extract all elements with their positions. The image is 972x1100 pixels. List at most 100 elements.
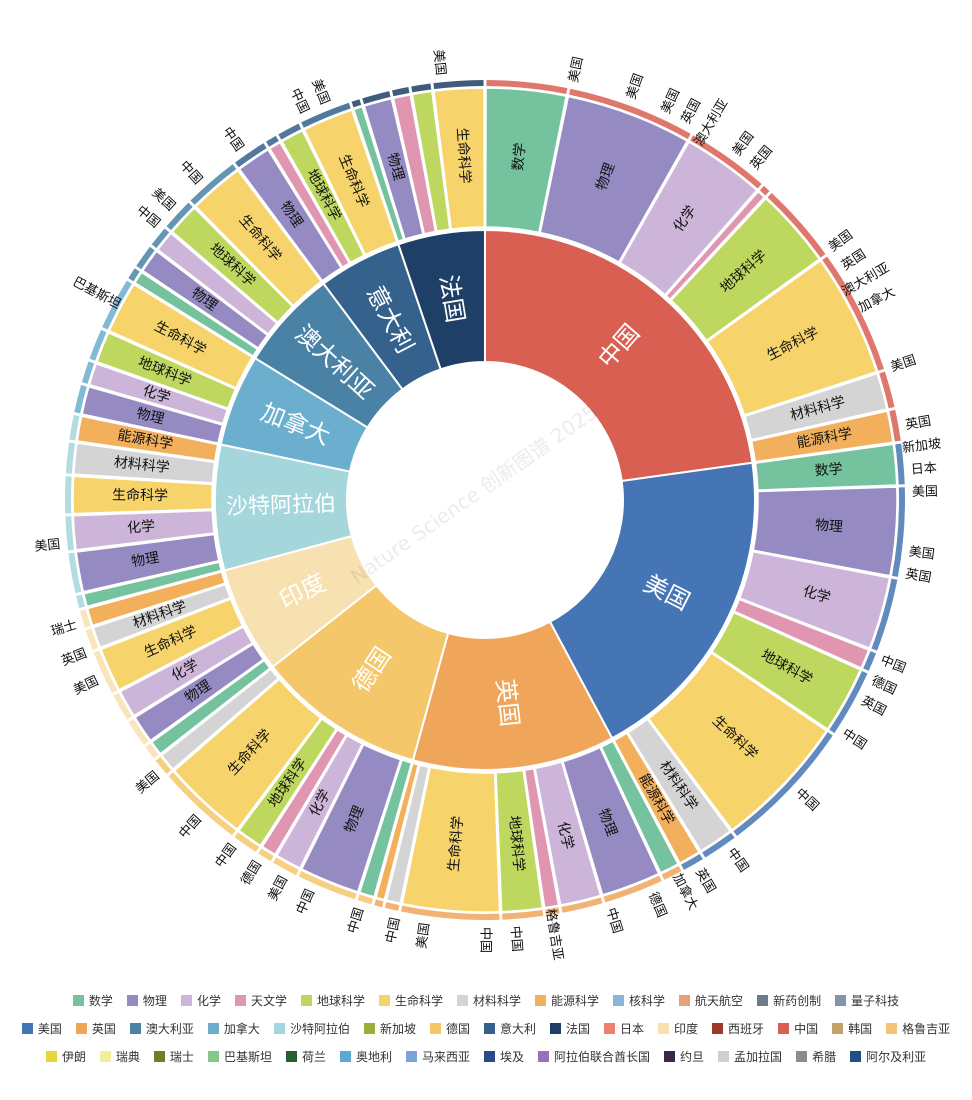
mid-slice-印度-能源科学 (86, 570, 226, 627)
legend-item[interactable]: 韩国 (832, 1020, 872, 1037)
legend-swatch (234, 995, 246, 1006)
mid-slice-美国-地球科学 (710, 611, 862, 730)
outer-strip (690, 135, 762, 189)
legend-item[interactable]: 日本 (604, 1020, 644, 1037)
outer-strip (81, 361, 95, 384)
legend-item[interactable]: 孟加拉国 (718, 1048, 782, 1065)
legend-label: 沙特阿拉伯 (289, 1022, 350, 1036)
legend-swatch (429, 1023, 441, 1034)
legend-item[interactable]: 瑞士 (153, 1048, 194, 1065)
legend-item[interactable]: 马来西亚 (405, 1048, 470, 1065)
outer-strip (74, 384, 87, 414)
legend-swatch (757, 995, 769, 1006)
legend-label: 新药创制 (773, 994, 822, 1008)
legend-item[interactable]: 核科学 (613, 992, 665, 1009)
legend-swatch (550, 1023, 561, 1034)
legend-item[interactable]: 荷兰 (285, 1048, 326, 1065)
mid-slice-印度-数学 (150, 659, 271, 755)
legend-item[interactable]: 材料科学 (457, 992, 521, 1009)
legend-item[interactable]: 化学 (180, 992, 221, 1009)
legend-item[interactable]: 伊朗 (45, 1048, 86, 1065)
mid-slice-中国-数学 (484, 87, 568, 234)
legend-countries-row1: 美国 英国 澳大利亚 加拿大 沙特阿拉伯 新加坡 德国 意大利 法国 日本 印度 西班牙 中国 韩国 格鲁吉… (0, 1020, 972, 1037)
legend-item[interactable]: 物理 (126, 992, 167, 1009)
mid-slice-中国-物理 (539, 95, 689, 264)
legend-item[interactable]: 约旦 (664, 1048, 704, 1065)
mid-slice-法国-生命科学 (433, 87, 486, 230)
outer-label: 美国 (659, 86, 684, 116)
outer-label: 美国 (908, 545, 936, 563)
legend-label: 能源科学 (551, 994, 600, 1008)
legend-label: 法国 (566, 1022, 591, 1036)
legend-label: 材料科学 (473, 994, 522, 1008)
legend-item[interactable]: 奥地利 (339, 1048, 392, 1065)
outer-label: 瑞士 (50, 618, 79, 640)
mid-label-物理: 物理 (814, 517, 843, 535)
outer-strip (93, 650, 118, 694)
mid-slice-澳大利亚-物理 (141, 250, 269, 350)
legend-swatch (658, 1023, 670, 1034)
legend-item[interactable]: 新药创制 (757, 992, 821, 1009)
legend-swatch (613, 995, 625, 1006)
legend-item[interactable]: 格鲁吉亚 (886, 1020, 950, 1037)
legend-item[interactable]: 巴基斯坦 (207, 1048, 272, 1065)
mid-slice-沙特阿拉伯-化学 (72, 509, 215, 551)
legend-item[interactable]: 印度 (658, 1020, 698, 1037)
outer-strip (545, 907, 560, 916)
legend-label: 德国 (445, 1022, 470, 1036)
legend-item[interactable]: 中国 (778, 1020, 818, 1037)
legend-item[interactable]: 新加坡 (363, 1020, 416, 1037)
legend-swatch (484, 1051, 495, 1062)
legend-swatch (712, 1023, 724, 1034)
legend-item[interactable]: 加拿大 (207, 1020, 260, 1037)
inner-slice-法国 (397, 228, 486, 371)
mid-slice-沙特阿拉伯-数学 (82, 561, 223, 608)
outer-label: 中国 (219, 125, 246, 155)
outer-strip (136, 246, 155, 270)
legend-item[interactable]: 希腊 (796, 1048, 836, 1065)
outer-strip (102, 280, 132, 330)
legend-item[interactable]: 沙特阿拉伯 (273, 1020, 350, 1037)
outer-strip (374, 899, 384, 908)
legend-item[interactable]: 数学 (72, 992, 113, 1009)
legend-label: 阿拉伯联合酋长国 (554, 1050, 651, 1064)
legend-label: 量子科技 (851, 994, 900, 1008)
legend-item[interactable]: 西班牙 (712, 1020, 764, 1037)
legend-item[interactable]: 天文学 (234, 992, 287, 1009)
legend-swatch (207, 1051, 219, 1062)
outer-strip (65, 442, 75, 474)
mid-slice-中国-生命科学 (706, 259, 878, 416)
outer-strip (301, 102, 351, 128)
legend-item[interactable]: 地球科学 (300, 992, 365, 1009)
legend-item[interactable]: 量子科技 (835, 992, 899, 1009)
legend-item[interactable]: 澳大利亚 (129, 1020, 194, 1037)
mid-slice-澳大利亚-地球科学 (171, 206, 294, 324)
legend-item[interactable]: 英国 (75, 1020, 116, 1037)
outer-strip (889, 409, 901, 442)
outer-label: 中国 (213, 841, 240, 871)
outer-label: 英国 (904, 567, 932, 586)
legend-item[interactable]: 能源科学 (535, 992, 599, 1009)
outer-label: 中国 (724, 845, 751, 875)
outer-strip (273, 857, 299, 876)
legend-item[interactable]: 美国 (21, 1020, 62, 1037)
legend-item[interactable]: 航天航空 (679, 992, 743, 1009)
legend-item[interactable]: 法国 (550, 1020, 590, 1037)
legend-label: 中国 (794, 1022, 819, 1036)
legend-item[interactable]: 阿尔及利亚 (850, 1048, 926, 1065)
legend-item[interactable]: 阿拉伯联合酋长国 (538, 1048, 650, 1065)
legend-label: 新加坡 (379, 1022, 416, 1036)
mid-slice-印度-物理 (134, 643, 265, 742)
legend-item[interactable]: 生命科学 (378, 992, 443, 1009)
legend-label: 日本 (620, 1022, 645, 1036)
legend-item[interactable]: 德国 (429, 1020, 470, 1037)
outer-label: 美国 (415, 922, 433, 950)
legend-item[interactable]: 埃及 (484, 1048, 524, 1065)
legend-label: 希腊 (812, 1050, 837, 1064)
outer-strip (265, 135, 279, 147)
legend-item[interactable]: 意大利 (483, 1020, 536, 1037)
legend-label: 伊朗 (61, 1050, 86, 1064)
legend-swatch (339, 1051, 351, 1062)
legend-swatch (835, 995, 847, 1006)
legend-item[interactable]: 瑞典 (99, 1048, 140, 1065)
